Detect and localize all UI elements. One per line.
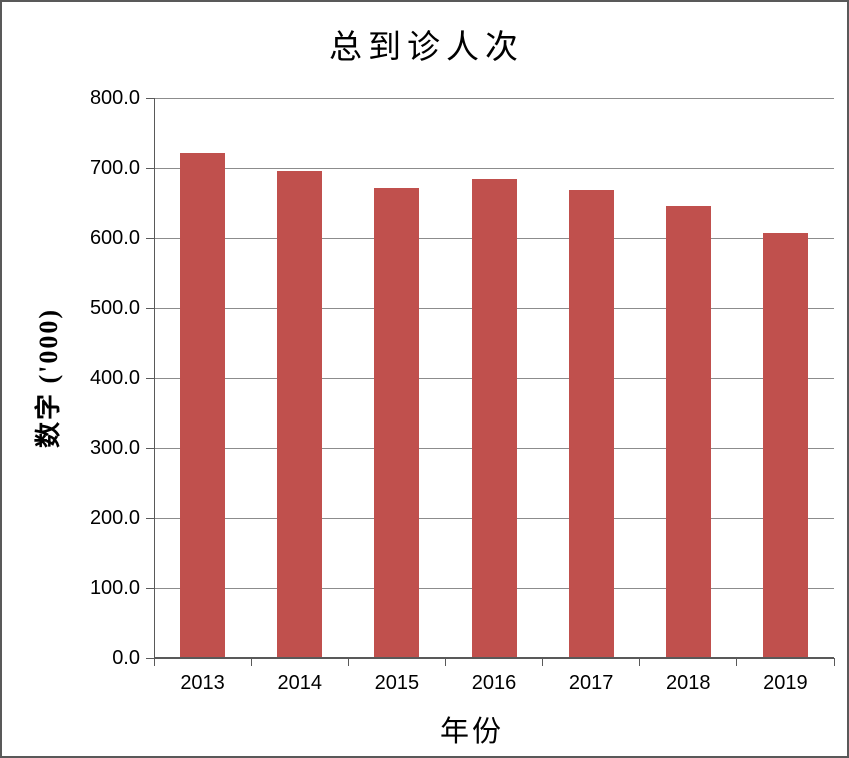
x-axis-line bbox=[154, 657, 834, 659]
bar-2019 bbox=[762, 233, 808, 658]
y-axis-line bbox=[154, 98, 155, 658]
x-tick-5 bbox=[639, 658, 641, 666]
y-tick-800 bbox=[146, 97, 154, 99]
x-tick-label-2019: 2019 bbox=[763, 672, 808, 694]
y-tick-700 bbox=[146, 167, 154, 169]
x-tick-label-2014: 2014 bbox=[277, 672, 322, 694]
y-tick-label-400: 400.0 bbox=[89, 367, 140, 389]
y-tick-label-300: 300.0 bbox=[89, 437, 140, 459]
bar-2016 bbox=[471, 179, 517, 658]
x-tick-1 bbox=[250, 658, 252, 666]
y-tick-200 bbox=[146, 517, 154, 519]
x-tick-4 bbox=[542, 658, 544, 666]
y-tick-label-700: 700.0 bbox=[89, 157, 140, 179]
x-tick-2 bbox=[347, 658, 349, 666]
y-tick-400 bbox=[146, 377, 154, 379]
y-tick-100 bbox=[146, 587, 154, 589]
x-tick-label-2016: 2016 bbox=[471, 672, 517, 694]
bar-2013 bbox=[180, 152, 226, 658]
y-tick-label-500: 500.0 bbox=[89, 297, 140, 319]
y-tick-label-600: 600.0 bbox=[89, 227, 140, 249]
x-tick-6 bbox=[736, 658, 738, 666]
gridline-700 bbox=[154, 167, 834, 169]
y-tick-500 bbox=[146, 307, 154, 309]
x-tick-label-2013: 2013 bbox=[180, 672, 225, 694]
y-tick-600 bbox=[146, 237, 154, 239]
bar-2018 bbox=[665, 205, 711, 658]
y-tick-0 bbox=[146, 657, 154, 659]
y-tick-label-200: 200.0 bbox=[89, 507, 140, 529]
bar-2015 bbox=[374, 188, 420, 658]
x-tick-7 bbox=[833, 658, 835, 666]
x-tick-label-2018: 2018 bbox=[666, 672, 711, 694]
gridline-800 bbox=[154, 97, 834, 99]
y-tick-label-800: 800.0 bbox=[89, 87, 140, 109]
y-tick-label-0: 0.0 bbox=[112, 647, 140, 669]
bar-2014 bbox=[277, 170, 323, 658]
x-axis-title: 年份 bbox=[439, 716, 504, 748]
x-tick-label-2017: 2017 bbox=[568, 672, 614, 694]
y-tick-label-100: 100.0 bbox=[89, 577, 140, 599]
x-tick-3 bbox=[444, 658, 446, 666]
y-tick-300 bbox=[146, 447, 154, 449]
bar-2017 bbox=[568, 190, 614, 658]
chart-title: 总到诊人次 bbox=[329, 30, 524, 66]
x-tick-label-2015: 2015 bbox=[374, 672, 420, 694]
x-tick-0 bbox=[153, 658, 155, 666]
